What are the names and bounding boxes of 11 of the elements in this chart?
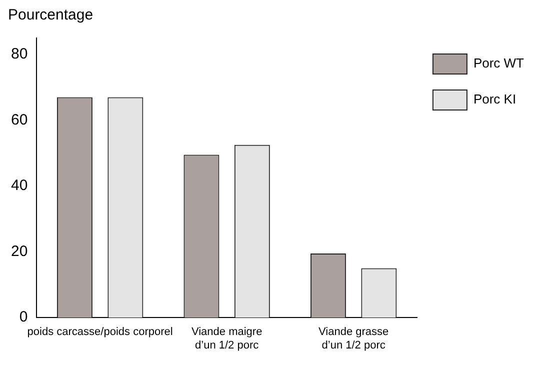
- legend-label: Porc WT: [473, 56, 524, 71]
- x-tick-label: Viande grasse d’un 1/2 porc: [318, 326, 389, 352]
- x-tick-label: poids carcasse/poids corporel: [27, 326, 173, 338]
- y-axis-title: Pourcentage: [8, 6, 94, 24]
- y-tick-label: 20: [10, 242, 28, 260]
- y-tick-label: 80: [10, 46, 28, 63]
- y-tick-label: 60: [10, 111, 28, 128]
- y-tick-label: 40: [10, 177, 28, 194]
- x-tick-label: Viande maigre d’un 1/2 porc: [191, 326, 262, 352]
- y-tick-label: 0: [19, 308, 28, 326]
- legend-label: Porc KI: [473, 92, 516, 107]
